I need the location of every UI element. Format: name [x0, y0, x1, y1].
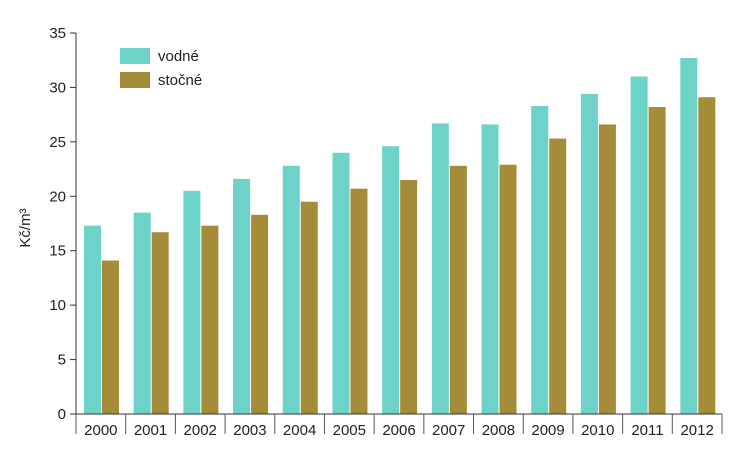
bar-series-1-2003 [233, 178, 251, 414]
x-tick-label: 2007 [432, 422, 465, 439]
bar-series-2-2004 [300, 201, 318, 414]
legend-swatch [120, 72, 150, 88]
y-tick-label: 5 [58, 352, 66, 369]
bar-series-2-2009 [549, 138, 567, 414]
x-tick-label: 2008 [482, 422, 515, 439]
bar-series-2-2001 [151, 232, 169, 414]
y-tick-label: 20 [49, 188, 66, 205]
x-axis: 2000 2001 2002 2003 2004 2005 2006 2007 2008 2009… [75, 413, 723, 439]
bar-series-2-2006 [400, 179, 418, 414]
x-tick-label: 2004 [283, 422, 316, 439]
y-tick-label: 25 [49, 134, 66, 151]
y-tick-label: 15 [49, 243, 66, 260]
bar-series-1-2007 [431, 123, 449, 414]
bar-series-2-2011 [648, 107, 666, 414]
bars [84, 58, 716, 415]
bar-series-1-2011 [630, 76, 648, 415]
legend-label: vodné [158, 48, 199, 65]
x-tick-label: 2009 [531, 422, 564, 439]
bar-series-1-2006 [382, 146, 400, 414]
bar-series-1-2000 [84, 225, 101, 414]
x-tick-label: 2012 [680, 422, 713, 439]
y-tick-label: 30 [49, 79, 66, 96]
bar-series-1-2010 [580, 93, 598, 415]
x-tick-label: 2000 [84, 422, 117, 439]
x-tick-label: 2006 [382, 422, 415, 439]
y-tick-label: 35 [49, 25, 66, 42]
y-axis: 0 5 10 15 20 25 30 35 [49, 25, 77, 423]
y-tick-label: 0 [58, 406, 66, 423]
bar-series-1-2005 [332, 152, 350, 414]
bar-series-2-2010 [598, 124, 616, 414]
legend-label: stočné [158, 72, 202, 89]
bar-series-2-2008 [499, 164, 517, 414]
bar-series-2-2002 [201, 225, 219, 414]
bar-series-2-2005 [350, 188, 368, 414]
x-tick-label: 2002 [184, 422, 217, 439]
bar-series-1-2009 [531, 105, 549, 414]
bar-series-2-2007 [449, 165, 467, 414]
bar-series-1-2008 [481, 124, 499, 414]
bar-series-2-2003 [251, 214, 269, 414]
x-tick-label: 2003 [233, 422, 266, 439]
x-tick-label: 2011 [631, 422, 663, 439]
bar-series-1-2004 [282, 165, 300, 414]
bar-series-2-2012 [698, 97, 716, 415]
bar-series-2-2000 [102, 260, 119, 414]
legend-swatch [120, 48, 150, 64]
x-tick-label: 2010 [581, 422, 614, 439]
y-axis-label: Kč/m³ [17, 208, 34, 247]
x-tick-label: 2005 [333, 422, 366, 439]
bar-series-1-2001 [133, 212, 151, 414]
x-tick-label: 2001 [134, 422, 167, 439]
bar-series-1-2012 [680, 58, 698, 415]
legend: vodné stočné [120, 48, 202, 89]
y-tick-label: 10 [49, 297, 66, 314]
bar-series-1-2002 [183, 190, 201, 414]
